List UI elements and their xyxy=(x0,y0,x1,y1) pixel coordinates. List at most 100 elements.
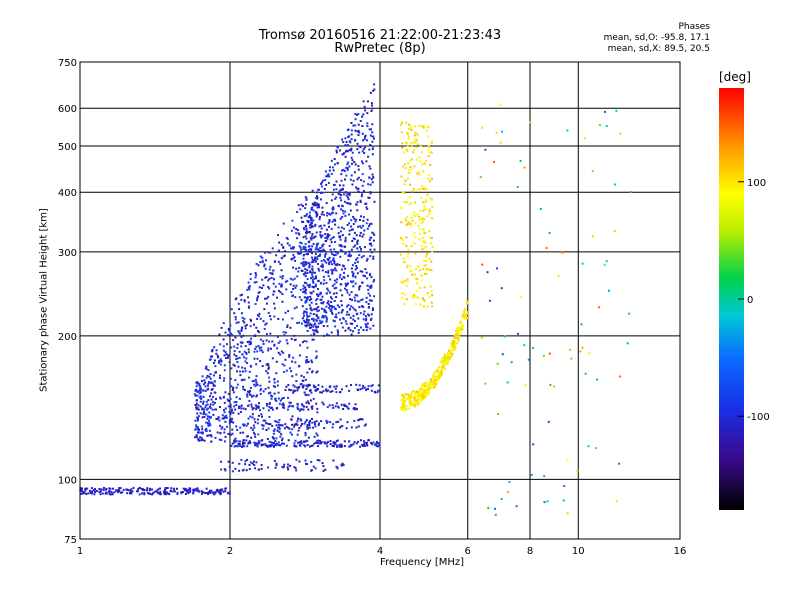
data-point xyxy=(294,296,297,299)
data-point xyxy=(408,407,411,410)
data-point xyxy=(335,196,338,199)
data-point xyxy=(116,489,119,492)
data-point xyxy=(406,278,409,281)
data-point xyxy=(417,265,420,268)
data-point xyxy=(275,407,278,410)
data-point xyxy=(182,491,184,493)
data-point xyxy=(93,490,96,493)
data-point xyxy=(255,444,258,447)
data-point xyxy=(445,357,448,360)
data-point xyxy=(358,300,361,303)
data-point xyxy=(339,230,342,233)
data-point xyxy=(233,441,236,444)
data-point xyxy=(122,488,125,491)
data-point xyxy=(195,488,198,491)
data-point xyxy=(223,468,226,471)
data-point xyxy=(338,443,341,446)
data-point xyxy=(403,402,406,405)
data-point xyxy=(251,395,254,398)
data-point xyxy=(402,242,405,245)
data-point xyxy=(239,294,242,297)
data-point xyxy=(289,283,292,286)
data-point xyxy=(370,128,372,131)
data-point xyxy=(268,415,271,418)
data-point xyxy=(308,211,311,214)
data-point xyxy=(211,355,214,358)
data-point xyxy=(236,383,239,386)
data-point xyxy=(264,251,267,254)
data-point xyxy=(115,489,117,492)
data-point xyxy=(408,393,411,396)
data-point xyxy=(401,191,404,194)
data-point xyxy=(356,294,359,297)
data-point xyxy=(543,501,546,504)
data-point xyxy=(413,396,416,399)
data-point xyxy=(356,312,359,315)
data-point xyxy=(418,174,421,177)
data-point xyxy=(253,441,256,444)
data-point xyxy=(324,237,327,239)
x-tick-label: 2 xyxy=(227,546,233,557)
data-point xyxy=(314,224,317,227)
data-point xyxy=(261,415,263,418)
data-point xyxy=(553,385,555,388)
data-point xyxy=(342,408,345,410)
data-point xyxy=(493,160,496,163)
data-point xyxy=(253,323,255,326)
data-point xyxy=(404,217,407,220)
data-point xyxy=(440,371,443,374)
data-point xyxy=(310,217,313,219)
data-point xyxy=(279,291,282,294)
data-point xyxy=(370,110,373,112)
data-point xyxy=(274,260,276,263)
data-point xyxy=(348,293,351,296)
data-point xyxy=(418,402,421,405)
data-point xyxy=(268,380,271,383)
data-point xyxy=(361,132,364,135)
data-point xyxy=(366,444,369,447)
data-point xyxy=(182,487,185,490)
data-point xyxy=(278,424,281,426)
data-point xyxy=(253,433,256,436)
data-point xyxy=(195,399,198,402)
data-point xyxy=(419,144,422,147)
data-point xyxy=(413,141,415,144)
data-point xyxy=(341,309,344,312)
data-point xyxy=(203,408,206,411)
data-point xyxy=(201,416,204,419)
data-point xyxy=(227,327,230,330)
data-point xyxy=(228,491,231,494)
data-point xyxy=(356,148,359,151)
data-point xyxy=(218,492,221,495)
data-point xyxy=(82,490,85,493)
data-point xyxy=(248,464,251,466)
data-point xyxy=(306,427,309,430)
data-point xyxy=(337,226,340,229)
data-point xyxy=(302,263,305,266)
data-point xyxy=(306,271,309,274)
data-point xyxy=(370,313,373,316)
data-point xyxy=(361,125,364,127)
data-point xyxy=(369,143,372,146)
data-point xyxy=(230,367,233,370)
data-point xyxy=(361,298,364,301)
data-point xyxy=(211,400,214,403)
data-point xyxy=(428,230,431,233)
data-point xyxy=(201,389,204,392)
data-point xyxy=(329,213,332,216)
data-point xyxy=(349,209,352,212)
data-point xyxy=(401,296,404,299)
data-point xyxy=(532,347,535,349)
data-point xyxy=(545,247,548,249)
data-point xyxy=(345,149,348,152)
data-point xyxy=(204,367,207,370)
data-point xyxy=(315,215,318,218)
data-point xyxy=(343,271,345,274)
data-point xyxy=(368,223,371,226)
data-point xyxy=(176,492,179,495)
data-point xyxy=(313,435,316,438)
data-point xyxy=(327,300,330,303)
data-point xyxy=(349,308,351,311)
data-point xyxy=(310,218,313,221)
data-point xyxy=(286,408,289,411)
